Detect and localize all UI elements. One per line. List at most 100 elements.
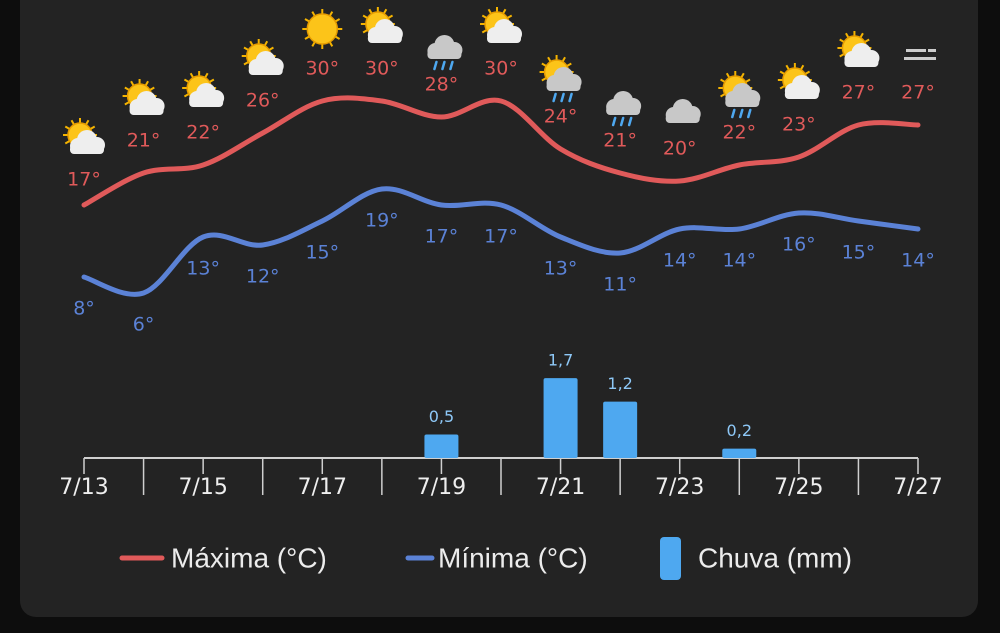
temperature-label: 22° [186,122,220,144]
weather-icon [241,39,284,75]
rain-label: 1,2 [607,374,632,393]
sun-ray [547,56,552,63]
temperature-label: 20° [663,138,697,160]
sun-ray [328,41,334,47]
sun-ray [362,14,368,19]
rain-drop [747,108,752,119]
sun-ray [243,46,249,51]
sun-ray [382,8,388,15]
weather-icon [539,55,582,103]
weather-icon [777,63,820,99]
sun-ray [368,8,373,15]
temperature-label: 6° [133,314,155,336]
sun-ray [541,62,547,67]
temperature-label: 30° [305,58,339,80]
sun-ray [334,18,341,23]
sun-ray [263,40,269,47]
cloud [487,34,521,43]
sun-ray [487,8,492,15]
cloud [606,106,641,115]
temperature-label: 27° [842,82,876,104]
sun-ray [779,70,785,75]
fog-line [906,49,926,52]
sun-ray [124,101,130,106]
cloud [367,34,402,43]
rain-drop [619,116,625,127]
temperature-label: 17° [484,226,518,248]
legend-label: Máxima (°C) [171,542,327,573]
weather-icon [302,9,343,49]
sun-ray [89,125,96,130]
temperature-label: 21° [127,130,161,152]
sun-ray [183,93,190,98]
temperature-label: 14° [663,250,697,272]
rain-drop [433,60,438,71]
temperature-label: 14° [722,250,756,272]
temperature-label: 24° [544,106,578,128]
sun-ray [268,46,274,51]
rain-drop [449,60,454,71]
sun-ray [124,86,130,91]
weather-icon [427,35,463,71]
temperature-label: 13° [186,258,220,280]
rain-label: 1,7 [548,351,573,370]
sun-ray [864,38,870,43]
legend-swatch [660,537,681,580]
temperature-label: 8° [73,298,95,320]
card [20,0,978,617]
sun-ray [740,72,745,79]
rain-drop [552,92,557,103]
weather-icon [182,71,225,107]
temperature-label: 19° [365,210,399,232]
cloud [427,50,462,59]
sun-ray [387,14,394,19]
sun-ray [304,35,310,40]
x-tick-label: 7/13 [59,475,108,500]
sun-ray [785,64,790,71]
temperature-label: 15° [842,242,876,264]
fog-line [904,57,936,60]
temperature-label: 15° [305,242,339,264]
legend-label: Mínima (°C) [438,542,588,573]
rain-bar [603,401,638,458]
sun-ray [311,41,316,47]
weather-icon [63,118,105,154]
rain-drop [627,116,633,127]
weather-icon [480,7,522,43]
sun-ray [506,14,513,19]
temperature-label: 27° [901,82,935,104]
rain-drop [441,60,446,71]
sun-ray [481,29,488,34]
sun-ray [845,32,850,39]
legend-label: Chuva (mm) [698,542,852,573]
temperature-label: 13° [544,258,578,280]
sun-ray [70,119,75,126]
sun-ray [249,40,254,47]
x-tick-label: 7/23 [655,475,704,500]
rain-label: 0,2 [727,421,752,440]
rain-bar [543,378,578,458]
temperature-line [81,95,921,208]
x-tick-label: 7/27 [893,475,942,500]
sun-ray [304,18,310,23]
sun-ray [725,72,731,79]
temperature-label: 28° [425,74,459,96]
cloud [784,90,819,99]
temperature-label: 26° [246,90,280,112]
sun-ray [334,35,341,40]
temperature-label: 21° [603,130,637,152]
cloud [129,106,164,115]
sun-ray [566,62,572,67]
sun-ray [189,72,195,79]
rain-drop [568,92,573,103]
rain-drop [560,92,565,103]
cloud [70,145,104,154]
x-tick-label: 7/17 [298,475,347,500]
fog-line [928,49,936,52]
sun-ray [130,80,135,87]
weather-icon [122,79,165,115]
sun-ray [64,125,71,130]
weather-icon [665,99,701,123]
rain-bar [424,434,459,458]
